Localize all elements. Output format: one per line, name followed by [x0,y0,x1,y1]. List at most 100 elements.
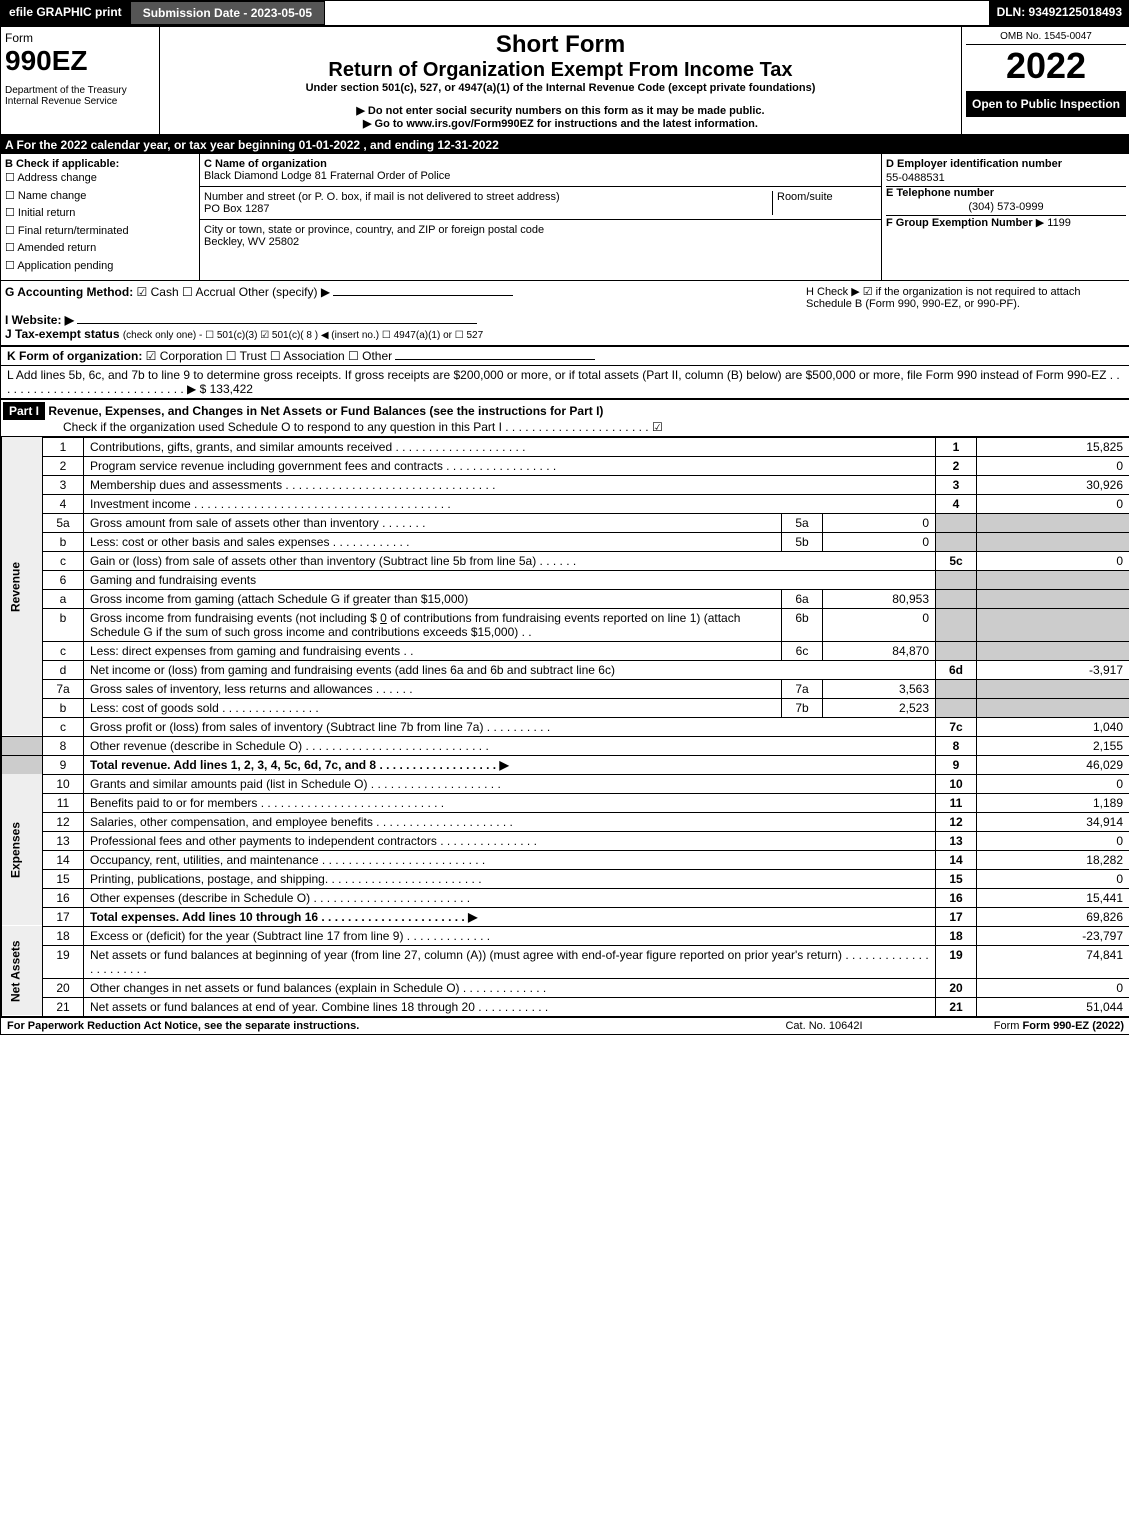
goto-note: ▶ Go to www.irs.gov/Form990EZ for instru… [164,117,957,130]
row-6b: b Gross income from fundraising events (… [2,608,1129,641]
submission-date: Submission Date - 2023-05-05 [130,1,325,25]
row-6c: c Less: direct expenses from gaming and … [2,641,1129,660]
l11-num: 11 [43,793,84,812]
l6b-num: b [43,608,84,641]
row-6a: a Gross income from gaming (attach Sched… [2,589,1129,608]
l7a-num: 7a [43,679,84,698]
row-2: 2 Program service revenue including gove… [2,456,1129,475]
l10-num: 10 [43,774,84,793]
l16-text: Other expenses (describe in Schedule O) … [84,888,936,907]
row-16: 16 Other expenses (describe in Schedule … [2,888,1129,907]
form-word: Form [5,31,155,45]
l6b-shade1 [936,608,977,641]
l4-num: 4 [43,494,84,513]
cb-accrual[interactable]: Accrual [182,285,235,299]
l2-text: Program service revenue including govern… [84,456,936,475]
row-11: 11 Benefits paid to or for members . . .… [2,793,1129,812]
row-5a: 5a Gross amount from sale of assets othe… [2,513,1129,532]
l5b-shade1 [936,532,977,551]
l17-ref: 17 [936,907,977,926]
l15-num: 15 [43,869,84,888]
l19-amt: 74,841 [977,945,1129,978]
dept-treasury: Department of the Treasury [5,85,155,96]
l3-text: Membership dues and assessments . . . . … [84,475,936,494]
l18-amt: -23,797 [977,926,1129,945]
footer-right: Form Form 990-EZ (2022) [924,1020,1124,1032]
l1-num: 1 [43,437,84,456]
d-label: D Employer identification number [886,158,1126,170]
l2-num: 2 [43,456,84,475]
row-12: 12 Salaries, other compensation, and emp… [2,812,1129,831]
l2-amt: 0 [977,456,1129,475]
l5c-ref: 5c [936,551,977,570]
l10-amt: 0 [977,774,1129,793]
other-blank[interactable] [333,295,513,296]
l5b-shade2 [977,532,1129,551]
cb-final-return[interactable]: Final return/terminated [5,223,195,241]
l6a-text: Gross income from gaming (attach Schedul… [84,589,782,608]
row-7c: c Gross profit or (loss) from sales of i… [2,717,1129,736]
l7a-shade2 [977,679,1129,698]
k-other-blank[interactable] [395,359,595,360]
row-5b: b Less: cost or other basis and sales ex… [2,532,1129,551]
cb-address-change[interactable]: Address change [5,170,195,188]
b-label: B Check if applicable: [5,158,195,170]
l3-amt: 30,926 [977,475,1129,494]
l1-amt: 15,825 [977,437,1129,456]
l7c-ref: 7c [936,717,977,736]
l5c-amt: 0 [977,551,1129,570]
l16-num: 16 [43,888,84,907]
section-k: K Form of organization: ☑ Corporation ☐ … [1,346,1129,366]
l6a-samt: 80,953 [823,589,936,608]
cb-amended-return[interactable]: Amended return [5,240,195,258]
l20-ref: 20 [936,978,977,997]
l6a-shade2 [977,589,1129,608]
l7b-samt: 2,523 [823,698,936,717]
l11-ref: 11 [936,793,977,812]
l11-text: Benefits paid to or for members . . . . … [84,793,936,812]
cb-application-pending[interactable]: Application pending [5,258,195,276]
cb-initial-return[interactable]: Initial return [5,205,195,223]
l6c-shade1 [936,641,977,660]
street-block: Number and street (or P. O. box, if mail… [200,187,881,220]
l7b-text: Less: cost of goods sold . . . . . . . .… [84,698,782,717]
cb-cash[interactable]: Cash [137,285,179,299]
row-14: 14 Occupancy, rent, utilities, and maint… [2,850,1129,869]
l9-amt: 46,029 [977,755,1129,774]
l14-ref: 14 [936,850,977,869]
l6-num: 6 [43,570,84,589]
l17-text-cell: Total expenses. Add lines 10 through 16 … [84,907,936,926]
l19-num: 19 [43,945,84,978]
l5a-text: Gross amount from sale of assets other t… [84,513,782,532]
header-row: Form 990EZ Department of the Treasury In… [1,27,1129,136]
website-blank[interactable] [77,323,477,324]
l7b-num: b [43,698,84,717]
footer-form-ref: Form 990-EZ (2022) [1023,1020,1124,1032]
l8-ref: 8 [936,736,977,755]
header-left: Form 990EZ Department of the Treasury In… [1,27,160,134]
section-l: L Add lines 5b, 6c, and 7b to line 9 to … [1,366,1129,399]
part1-header-row: Part I Revenue, Expenses, and Changes in… [1,399,1129,437]
l17-text: Total expenses. Add lines 10 through 16 … [90,910,477,924]
city-block: City or town, state or province, country… [200,220,881,252]
l20-num: 20 [43,978,84,997]
efile-label: efile GRAPHIC print [1,1,130,25]
row-4: 4 Investment income . . . . . . . . . . … [2,494,1129,513]
row-20: 20 Other changes in net assets or fund b… [2,978,1129,997]
l12-text: Salaries, other compensation, and employ… [84,812,936,831]
l7a-sref: 7a [782,679,823,698]
l6d-amt: -3,917 [977,660,1129,679]
l7b-shade1 [936,698,977,717]
l12-num: 12 [43,812,84,831]
section-a: A For the 2022 calendar year, or tax yea… [1,136,1129,154]
l19-text: Net assets or fund balances at beginning… [84,945,936,978]
row-19: 19 Net assets or fund balances at beginn… [2,945,1129,978]
l3-ref: 3 [936,475,977,494]
l6b-shade2 [977,608,1129,641]
l8-num: 8 [43,736,84,755]
row-7b: b Less: cost of goods sold . . . . . . .… [2,698,1129,717]
row-17: 17 Total expenses. Add lines 10 through … [2,907,1129,926]
l6b-text1: Gross income from fundraising events (no… [90,611,377,625]
org-name-block: C Name of organization Black Diamond Lod… [200,154,881,187]
cb-name-change[interactable]: Name change [5,188,195,206]
